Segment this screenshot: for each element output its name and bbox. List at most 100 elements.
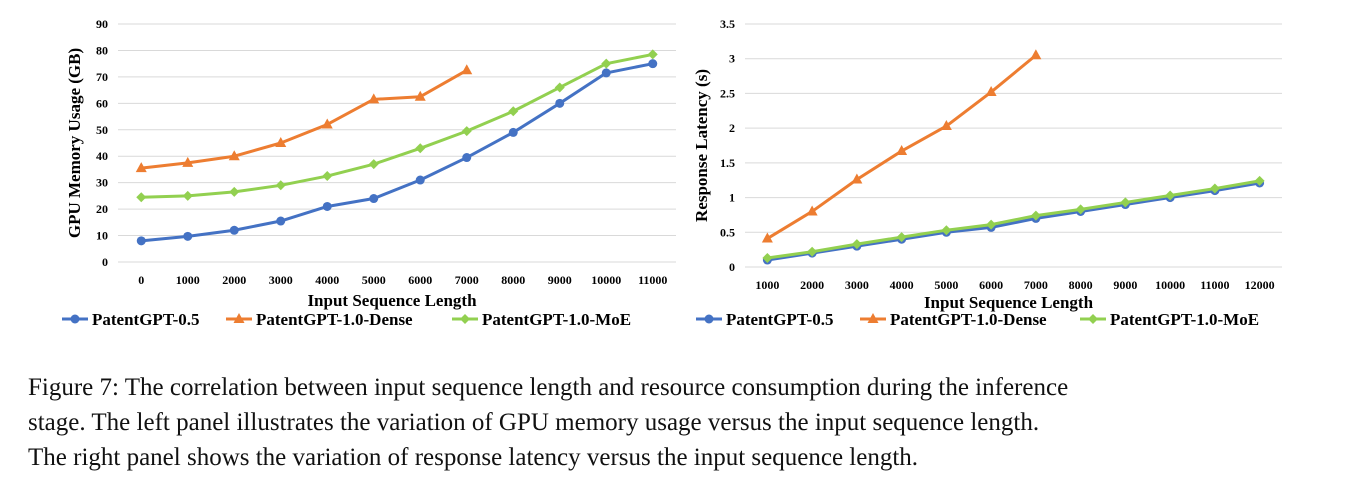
data-point — [136, 236, 146, 246]
data-point — [415, 143, 426, 154]
legend-marker — [704, 314, 714, 324]
data-point — [555, 98, 565, 108]
data-point — [807, 246, 818, 257]
data-point — [414, 90, 426, 101]
data-point — [554, 82, 565, 93]
data-point — [275, 180, 286, 191]
legend-label: PatentGPT-0.5 — [92, 310, 200, 329]
x-tick-label: 7000 — [455, 273, 479, 287]
data-point — [229, 186, 240, 197]
y-tick-label: 10 — [96, 229, 108, 243]
caption-line-3: The right panel shows the variation of r… — [28, 444, 919, 471]
y-tick-label: 0 — [729, 260, 735, 274]
data-point — [508, 127, 518, 137]
y-tick-label: 1.5 — [720, 156, 735, 170]
x-tick-label: 6000 — [979, 278, 1003, 292]
series-line-3 — [767, 179, 1260, 260]
data-point — [601, 68, 611, 78]
x-tick-label: 0 — [138, 273, 144, 287]
data-point — [508, 106, 519, 117]
gpu-memory-chart: 0 10 20 30 40 50 60 70 80 90 0 1000 2000 3000 4000 5000… — [62, 17, 676, 329]
data-point — [896, 232, 907, 243]
legend-marker — [867, 313, 879, 323]
data-point — [1209, 183, 1220, 194]
legend-label: PatentGPT-1.0-Dense — [890, 310, 1047, 329]
x-tick-label: 4000 — [890, 278, 914, 292]
data-point — [461, 126, 472, 137]
data-point — [851, 239, 862, 250]
x-tick-label: 6000 — [408, 273, 432, 287]
y-tick-label: 1 — [729, 191, 735, 205]
data-point — [462, 153, 472, 163]
y-tick-label: 80 — [96, 43, 108, 57]
x-tick-label: 9000 — [1113, 278, 1137, 292]
data-point — [136, 192, 147, 203]
data-point — [461, 64, 473, 75]
y-axis-title: Response Latency (s) — [692, 69, 711, 222]
data-point — [1030, 210, 1041, 221]
data-point — [182, 156, 194, 167]
y-tick-label: 0.5 — [720, 225, 735, 239]
y-tick-label: 2 — [729, 121, 735, 135]
caption-line-1: Figure 7: The correlation between input … — [28, 374, 1069, 401]
data-point — [276, 216, 286, 226]
legend-marker — [70, 314, 80, 324]
data-point — [368, 159, 379, 170]
x-tick-label: 5000 — [362, 273, 386, 287]
x-axis-title: Input Sequence Length — [307, 291, 477, 310]
data-point — [896, 145, 908, 156]
y-tick-label: 50 — [96, 123, 108, 137]
x-axis-title: Input Sequence Length — [924, 293, 1094, 312]
data-point — [183, 231, 193, 241]
legend-label: PatentGPT-1.0-MoE — [1110, 310, 1259, 329]
series-line-1 — [141, 62, 654, 243]
x-tick-label: 9000 — [548, 273, 572, 287]
data-point — [1165, 190, 1176, 201]
y-axis-title: GPU Memory Usage (GB) — [65, 48, 84, 238]
x-tick-label: 10000 — [1155, 278, 1185, 292]
data-point — [762, 252, 773, 263]
data-point — [940, 120, 952, 131]
y-tick-label: 30 — [96, 176, 108, 190]
data-point — [368, 93, 380, 104]
x-tick-label: 2000 — [800, 278, 824, 292]
data-point — [228, 150, 240, 161]
figure-caption: Figure 7: The correlation between input … — [28, 370, 1328, 475]
y-tick-label: 3.5 — [720, 17, 735, 31]
legend-label: PatentGPT-1.0-Dense — [256, 310, 413, 329]
response-latency-chart: 0 0.5 1 1.5 2 2.5 3 3.5 1000 2000 3000 4000 5000 6000… — [692, 17, 1282, 329]
x-tick-label: 1000 — [755, 278, 779, 292]
legend-label: PatentGPT-1.0-MoE — [482, 310, 631, 329]
data-point — [941, 225, 952, 236]
data-point — [851, 173, 863, 184]
data-point — [985, 86, 997, 97]
y-tick-label: 60 — [96, 96, 108, 110]
data-point — [322, 171, 333, 182]
x-tick-label: 2000 — [222, 273, 246, 287]
data-point — [229, 225, 239, 235]
x-tick-label: 3000 — [269, 273, 293, 287]
data-point — [322, 201, 332, 211]
data-point — [986, 219, 997, 230]
x-tick-label: 8000 — [501, 273, 525, 287]
data-point — [647, 49, 658, 60]
data-point — [1254, 175, 1265, 186]
data-point — [1030, 49, 1042, 60]
data-point — [1120, 197, 1131, 208]
legend-marker — [460, 314, 470, 324]
y-tick-label: 20 — [96, 202, 108, 216]
series-line-1 — [767, 181, 1260, 262]
data-point — [135, 162, 147, 173]
legend-marker — [233, 313, 245, 323]
data-point — [1075, 204, 1086, 215]
data-point — [648, 59, 658, 69]
x-tick-label: 8000 — [1069, 278, 1093, 292]
x-tick-label: 10000 — [591, 273, 621, 287]
data-point — [321, 118, 333, 129]
data-point — [601, 58, 612, 69]
legend-marker — [1088, 314, 1098, 324]
y-tick-label: 40 — [96, 149, 108, 163]
caption-line-2: stage. The left panel illustrates the va… — [28, 409, 1040, 436]
x-tick-label: 11000 — [1200, 278, 1229, 292]
